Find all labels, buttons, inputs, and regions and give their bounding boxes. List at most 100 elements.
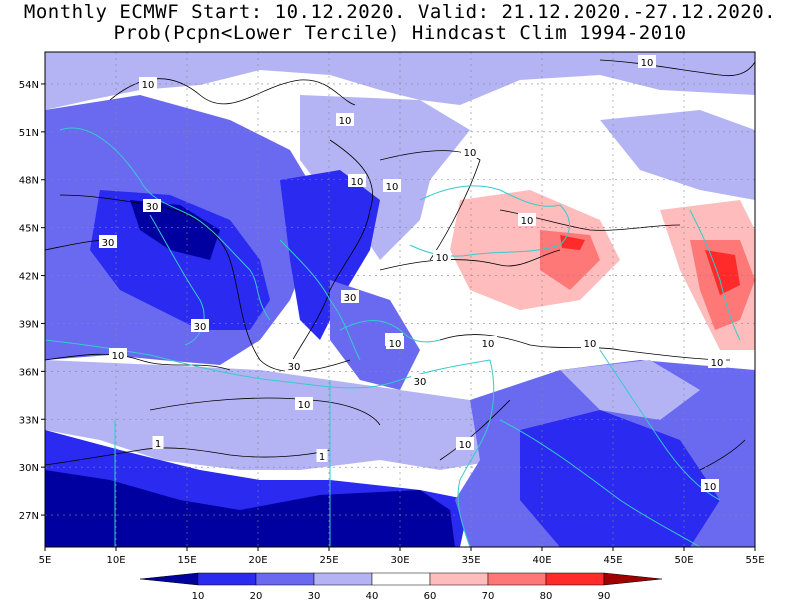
legend-swatch <box>371 572 431 586</box>
coastline <box>149 214 205 346</box>
legend-label: 40 <box>366 591 379 600</box>
x-tick-label: 30E <box>390 555 409 566</box>
shade-north-europe <box>45 52 755 110</box>
y-tick-label: 54N <box>19 80 39 91</box>
contour-label-bg <box>109 348 127 361</box>
color-legend: 10 20 30 40 60 70 80 90 <box>139 572 663 600</box>
contour-label-bg <box>191 319 209 332</box>
contour-lines <box>45 59 755 471</box>
x-tick-label: 35E <box>461 555 480 566</box>
shade-alps-core <box>130 200 220 260</box>
x-tick-label: 20E <box>248 555 267 566</box>
contour-label-bg <box>638 55 656 68</box>
contour-label: 10 <box>351 177 364 188</box>
contour-label-bg <box>461 145 479 158</box>
contour-line <box>599 59 755 77</box>
contour-label: 30 <box>146 202 159 213</box>
x-tick-label: 5E <box>39 555 52 566</box>
coastline <box>499 419 701 547</box>
chart-title: Monthly ECMWF Start: 10.12.2020. Valid: … <box>23 1 777 23</box>
y-tick-label: 33N <box>19 415 39 426</box>
shade-balkans <box>280 170 380 340</box>
contour-label-bg <box>386 336 404 349</box>
x-axis: 5E 10E 15E 20E 25E 30E 35E 40E 45E 50E 55E <box>39 547 765 566</box>
coastline <box>689 209 741 341</box>
shade-aegean <box>330 280 420 390</box>
contour-label-bg <box>295 397 313 410</box>
shade-sahara-dark <box>45 470 455 547</box>
contour-label: 10 <box>459 440 472 451</box>
y-tick-label: 42N <box>19 272 39 283</box>
contour-label-bg <box>285 359 303 372</box>
contour-label-bg <box>348 174 366 187</box>
contour-label: 10 <box>386 182 399 193</box>
y-tick-label: 48N <box>19 176 39 187</box>
shade-arabia-light <box>560 360 700 420</box>
legend-swatch <box>197 572 257 586</box>
contour-label: 10 <box>641 58 654 69</box>
contour-label-bg <box>99 235 117 248</box>
legend-swatch <box>255 572 315 586</box>
x-tick-label: 10E <box>106 555 125 566</box>
legend-swatch <box>429 572 489 586</box>
contour-line <box>379 249 561 271</box>
contour-line <box>45 447 331 466</box>
contour-label: 30 <box>414 377 427 388</box>
legend-swatch <box>545 572 605 586</box>
legend-label: 10 <box>192 591 205 600</box>
y-tick-label: 45N <box>19 224 39 235</box>
contour-label-bg <box>701 479 719 492</box>
shade-east-europe <box>300 95 470 260</box>
y-tick-label: 51N <box>19 128 39 139</box>
contour-label-bg <box>581 336 599 349</box>
contour-label: 10 <box>521 216 534 227</box>
contour-label-bg <box>411 374 429 387</box>
contour-label: 10 <box>711 358 724 369</box>
legend-swatch <box>487 572 547 586</box>
legend-label: 90 <box>598 591 611 600</box>
contour-label-bg <box>708 355 726 368</box>
contour-label-bg <box>152 436 164 449</box>
contour-label-bg <box>456 437 474 450</box>
shade-caucasus-core <box>560 235 585 250</box>
shade-italy-dark <box>90 190 270 330</box>
contour-label-bg <box>433 250 451 263</box>
contour-label-bg <box>139 77 157 90</box>
x-tick-label: 45E <box>603 555 622 566</box>
contour-label-bg <box>383 179 401 192</box>
x-tick-label: 50E <box>674 555 693 566</box>
contour-label: 10 <box>464 148 477 159</box>
contour-line <box>699 439 746 471</box>
contour-line <box>439 334 731 361</box>
x-tick-label: 55E <box>745 555 764 566</box>
contour-label: 10 <box>436 253 449 264</box>
contour-label: 10 <box>112 351 125 362</box>
legend-label: 80 <box>540 591 553 600</box>
shade-arabia-deep <box>520 410 720 547</box>
legend-label: 60 <box>424 591 437 600</box>
legend-swatch <box>313 572 373 586</box>
legend-label: 70 <box>482 591 495 600</box>
contour-label-bg <box>143 199 161 212</box>
shade-caspian-core <box>705 250 740 295</box>
coastline <box>59 127 271 321</box>
x-tick-label: 15E <box>177 555 196 566</box>
shade-central-asia-light <box>600 110 755 200</box>
contour-line <box>45 353 231 371</box>
coastline <box>457 359 495 547</box>
contour-label: 10 <box>298 400 311 411</box>
contour-line <box>439 399 511 461</box>
contour-line <box>59 194 351 372</box>
contour-label: 30 <box>102 238 115 249</box>
x-tick-label: 40E <box>532 555 551 566</box>
shade-north-africa-light <box>45 360 520 470</box>
y-tick-label: 36N <box>19 367 39 378</box>
x-tick-label: 25E <box>319 555 338 566</box>
contour-line <box>289 139 373 366</box>
y-tick-label: 39N <box>19 319 39 330</box>
y-tick-label: 30N <box>19 463 39 474</box>
contour-label-bg <box>316 449 328 462</box>
contour-label-bg <box>341 290 359 303</box>
legend-label: 30 <box>308 591 321 600</box>
